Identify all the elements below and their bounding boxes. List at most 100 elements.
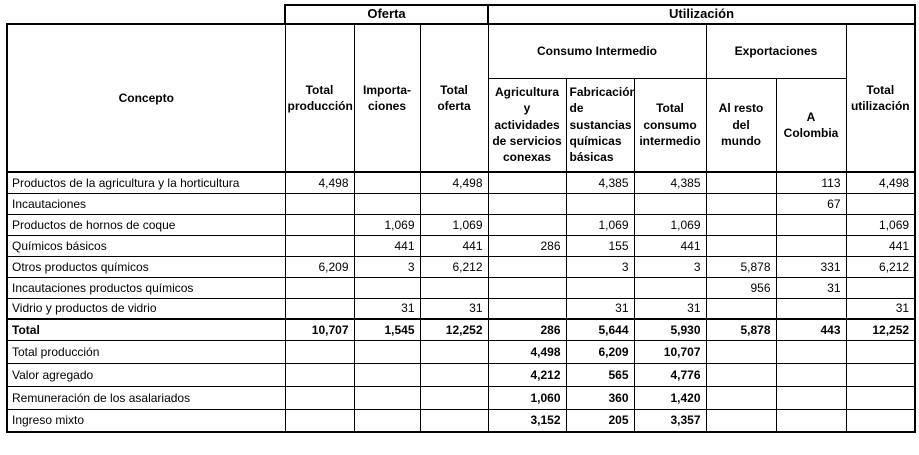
cell-value bbox=[775, 213, 847, 236]
cell-value: 10,707 bbox=[633, 339, 707, 364]
cell-value: 286 bbox=[487, 318, 567, 341]
header-al-resto-del-mundo: Al resto del mundo bbox=[705, 77, 777, 173]
cell-value: 31 bbox=[775, 276, 847, 299]
cell-value: 31 bbox=[633, 297, 707, 320]
cell-value: 956 bbox=[705, 276, 777, 299]
cell-value bbox=[353, 385, 421, 410]
row-label: Químicos básicos bbox=[6, 234, 286, 257]
cell-value bbox=[845, 362, 917, 387]
header-a-colombia: A Colombia bbox=[775, 77, 847, 173]
section-header-row: Oferta Utilización bbox=[7, 4, 917, 25]
cell-value: 3,357 bbox=[633, 408, 707, 433]
table-row: Valor agregado 4,212 565 4,776 bbox=[6, 362, 917, 387]
row-label: Remuneración de los asalariados bbox=[6, 385, 286, 410]
header-oferta: Oferta bbox=[284, 4, 489, 25]
cell-value: 331 bbox=[775, 255, 847, 278]
header-total-produccion: Total producción bbox=[284, 23, 355, 173]
cell-value: 441 bbox=[845, 234, 917, 257]
cell-value bbox=[419, 192, 489, 215]
cell-value bbox=[487, 192, 567, 215]
header-importaciones: Importa- ciones bbox=[353, 23, 421, 173]
cell-value: 441 bbox=[633, 234, 707, 257]
cell-value: 31 bbox=[845, 297, 917, 320]
cell-value: 4,776 bbox=[633, 362, 707, 387]
cell-value: 5,644 bbox=[565, 318, 635, 341]
group-header-row: Concepto Total producción Importa- cione… bbox=[6, 23, 917, 173]
cell-value: 1,069 bbox=[845, 213, 917, 236]
cell-value: 6,209 bbox=[565, 339, 635, 364]
header-fabricacion-sustancias-quimicas: Fabricación de sustancias químicas básic… bbox=[565, 77, 635, 173]
table-row: Remuneración de los asalariados 1,060 360 1… bbox=[6, 385, 917, 410]
cell-value: 113 bbox=[775, 171, 847, 194]
cell-value: 1,069 bbox=[633, 213, 707, 236]
cell-value bbox=[284, 234, 355, 257]
table-row: Incautaciones productos químicos 956 31 bbox=[6, 276, 917, 299]
cell-value: 441 bbox=[419, 234, 489, 257]
cell-value: 4,385 bbox=[565, 171, 635, 194]
cell-value bbox=[419, 385, 489, 410]
header-utilizacion: Utilización bbox=[486, 4, 917, 25]
header-concepto: Concepto bbox=[6, 23, 286, 173]
header-consumo-intermedio: Consumo Intermedio bbox=[487, 23, 707, 79]
cell-value bbox=[705, 339, 777, 364]
cell-value: 10,707 bbox=[284, 318, 355, 341]
cell-value: 31 bbox=[565, 297, 635, 320]
cell-value bbox=[419, 339, 489, 364]
cell-value bbox=[775, 362, 847, 387]
table-row: Químicos básicos 441 441 286 155 441 441 bbox=[6, 234, 917, 257]
cell-value bbox=[284, 339, 355, 364]
row-label: Otros productos químicos bbox=[6, 255, 286, 278]
header-total-oferta: Total oferta bbox=[419, 23, 489, 173]
cell-value bbox=[284, 408, 355, 433]
cell-value: 4,212 bbox=[487, 362, 567, 387]
cell-value bbox=[565, 192, 635, 215]
cell-value bbox=[775, 339, 847, 364]
cell-value bbox=[845, 339, 917, 364]
cell-value bbox=[565, 276, 635, 299]
cell-value: 1,069 bbox=[419, 213, 489, 236]
cell-value: 155 bbox=[565, 234, 635, 257]
cell-value bbox=[775, 385, 847, 410]
cell-value: 1,069 bbox=[565, 213, 635, 236]
cell-value bbox=[845, 408, 917, 433]
cell-value bbox=[353, 339, 421, 364]
cell-value bbox=[353, 276, 421, 299]
cell-value bbox=[845, 192, 917, 215]
table-row: Otros productos químicos 6,209 3 6,212 3 3 5,8… bbox=[6, 255, 917, 278]
cell-value bbox=[705, 171, 777, 194]
cell-value bbox=[487, 213, 567, 236]
table-row: Productos de la agricultura y la horticu… bbox=[6, 171, 917, 194]
table-row: Incautaciones 67 bbox=[6, 192, 917, 215]
cell-value bbox=[705, 297, 777, 320]
cell-value bbox=[487, 297, 567, 320]
cell-value bbox=[487, 171, 567, 194]
table-row: Ingreso mixto 3,152 205 3,357 bbox=[6, 408, 917, 433]
cell-value bbox=[705, 362, 777, 387]
cell-value: 360 bbox=[565, 385, 635, 410]
cell-value: 3 bbox=[633, 255, 707, 278]
cell-value bbox=[284, 192, 355, 215]
cell-value bbox=[487, 255, 567, 278]
cell-value: 205 bbox=[565, 408, 635, 433]
cell-value: 3 bbox=[565, 255, 635, 278]
row-label: Incautaciones productos químicos bbox=[6, 276, 286, 299]
cell-value: 6,212 bbox=[845, 255, 917, 278]
cell-value: 286 bbox=[487, 234, 567, 257]
cell-value: 4,498 bbox=[284, 171, 355, 194]
cell-value: 1,069 bbox=[353, 213, 421, 236]
cell-value bbox=[353, 192, 421, 215]
cell-value bbox=[633, 276, 707, 299]
cell-value bbox=[705, 192, 777, 215]
cell-value bbox=[705, 234, 777, 257]
cell-value: 12,252 bbox=[845, 318, 917, 341]
cell-value bbox=[419, 276, 489, 299]
cell-value: 4,385 bbox=[633, 171, 707, 194]
cell-value bbox=[353, 171, 421, 194]
column-header-row: Agricultura y actividades de servicios c… bbox=[7, 77, 915, 173]
cell-value bbox=[419, 362, 489, 387]
row-label: Vidrio y productos de vidrio bbox=[6, 297, 286, 320]
cell-value: 3,152 bbox=[487, 408, 567, 433]
table-row: Vidrio y productos de vidrio 31 31 31 31 31 bbox=[6, 297, 917, 320]
cell-value: 67 bbox=[775, 192, 847, 215]
cell-value bbox=[845, 385, 917, 410]
